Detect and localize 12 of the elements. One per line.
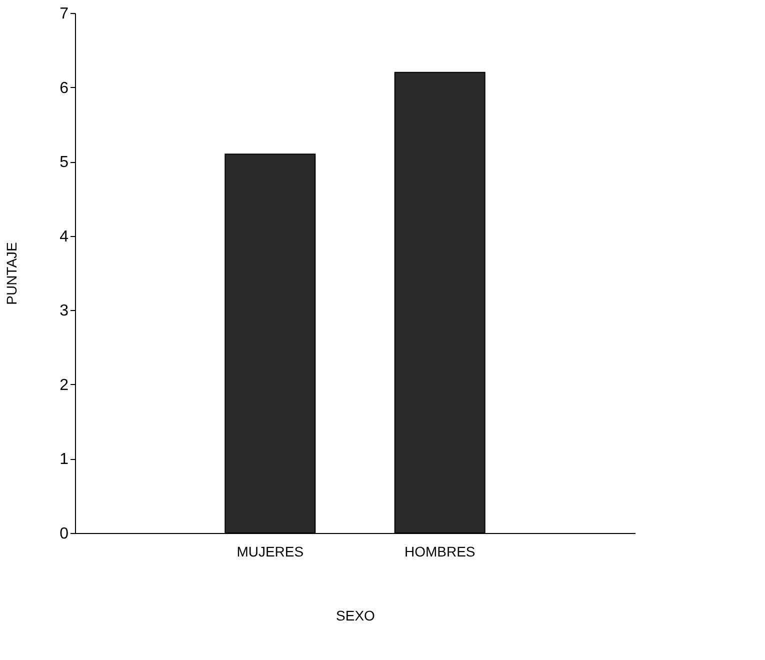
x-axis-title: SEXO [336,608,376,624]
y-tick-label: 3 [60,302,69,320]
y-tick-label: 6 [60,80,69,97]
y-tick-label: 5 [60,154,69,172]
y-tick-label: 1 [60,451,69,468]
y-tick-label: 0 [60,526,69,542]
x-tick-label: HOMBRES [404,544,476,560]
y-tick-label: 7 [60,6,69,22]
y-tick-label: 4 [60,228,69,246]
y-tick-label: 2 [60,376,69,394]
x-tick-label: MUJERES [236,544,304,560]
y-axis-title: PUNTAJE [4,242,20,305]
